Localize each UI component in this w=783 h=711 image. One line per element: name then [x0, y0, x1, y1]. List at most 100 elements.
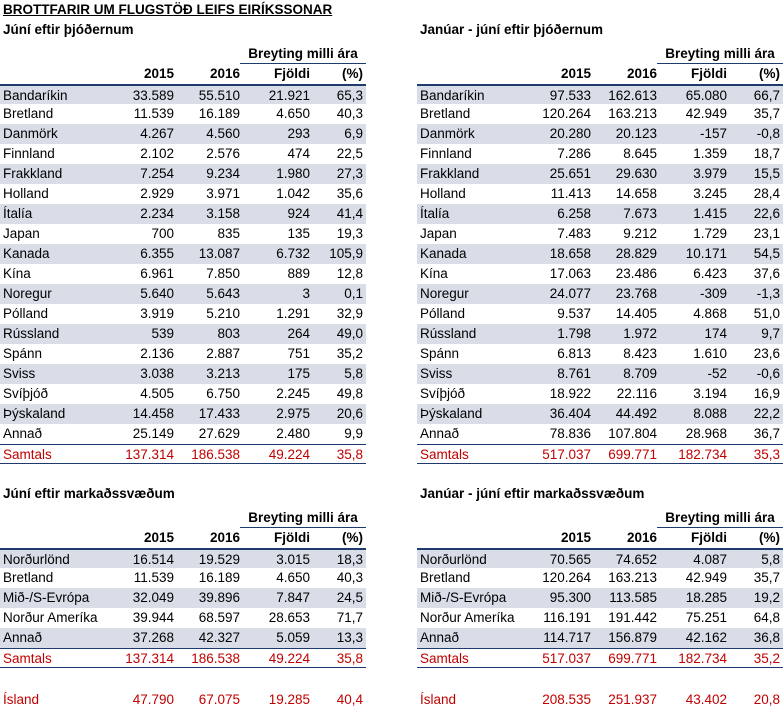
table-row: Bandaríkin 33.589 55.510 21.921 65,3 [0, 84, 366, 104]
row-label: Bretland [420, 570, 471, 585]
table-row: Þýskaland 36.404 44.492 8.088 22,2 [417, 404, 783, 424]
row-value: 1.798 [557, 326, 591, 341]
table-row: Annað 78.836 107.804 28.968 36,7 [417, 424, 783, 444]
row-label: Frakkland [420, 166, 480, 181]
row-value: 28.829 [615, 246, 657, 261]
row-value: 116.191 [543, 610, 591, 625]
row-value: 35,7 [753, 570, 780, 585]
row-label: Pólland [3, 306, 49, 321]
row-value: 9.234 [206, 166, 240, 181]
table-row: Noregur 24.077 23.768 -309 -1,3 [417, 284, 783, 304]
row-value: 700 [151, 226, 174, 241]
row-value: 5.640 [140, 286, 174, 301]
row-value: 2.480 [276, 426, 310, 441]
column-header: Fjöldi [691, 66, 727, 81]
row-value: 9,7 [761, 326, 780, 341]
row-value: 36,7 [753, 426, 780, 441]
table-row: Noregur 5.640 5.643 3 0,1 [0, 284, 366, 304]
row-value: 2.234 [140, 206, 174, 221]
row-value: 18.285 [685, 590, 727, 605]
row-label: Annað [420, 630, 460, 645]
row-value: 68.597 [198, 610, 240, 625]
row-value: 35,8 [336, 651, 363, 666]
row-label: Finnland [3, 146, 55, 161]
column-header-change: Breyting milli ára [240, 508, 366, 528]
row-value: 40,3 [336, 570, 363, 585]
row-value: 186.538 [191, 651, 240, 666]
column-header: 2015 [560, 530, 591, 545]
row-value: 107.804 [608, 426, 657, 441]
row-value: 17.433 [198, 406, 240, 421]
row-value: 2.975 [276, 406, 310, 421]
row-value: 6.961 [140, 266, 174, 281]
row-value: 78.836 [549, 426, 591, 441]
row-value: 37.268 [132, 630, 174, 645]
row-value: 517.037 [542, 651, 591, 666]
row-value: 10.171 [685, 246, 727, 261]
row-value: 6.355 [140, 246, 174, 261]
table-row: Holland 11.413 14.658 3.245 28,4 [417, 184, 783, 204]
table-row: Svíþjóð 4.505 6.750 2.245 49,8 [0, 384, 366, 404]
column-header-change: Breyting milli ára [657, 508, 783, 528]
row-value: -1,3 [756, 286, 780, 301]
table-row: Frakkland 7.254 9.234 1.980 27,3 [0, 164, 366, 184]
row-value: 517.037 [542, 447, 591, 462]
row-label: Spánn [3, 346, 43, 361]
row-value: 14.658 [615, 186, 657, 201]
row-label: Ísland [420, 692, 457, 707]
spacer [0, 668, 366, 690]
row-value: 6.258 [557, 206, 591, 221]
row-value: 105,9 [329, 246, 363, 261]
row-value: 3.979 [693, 166, 727, 181]
table-row: Frakkland 25.651 29.630 3.979 15,5 [417, 164, 783, 184]
row-value: 21.921 [268, 88, 310, 103]
row-value: 39.944 [132, 610, 174, 625]
row-value: 7.673 [623, 206, 657, 221]
row-value: 44.492 [615, 406, 657, 421]
row-value: 5,8 [761, 552, 780, 567]
column-header: Fjöldi [691, 530, 727, 545]
row-value: 1.610 [693, 346, 727, 361]
row-value: 23,6 [753, 346, 780, 361]
header-change-row: Breyting milli ára [0, 44, 366, 64]
column-header: 2016 [626, 530, 657, 545]
row-value: 135 [287, 226, 310, 241]
row-value: 3.194 [693, 386, 727, 401]
row-label: Pólland [420, 306, 466, 321]
row-label: Samtals [420, 651, 469, 666]
table-row: Finnland 7.286 8.645 1.359 18,7 [417, 144, 783, 164]
row-value: 66,7 [753, 88, 780, 103]
row-value: 699.771 [608, 651, 657, 666]
table-row: Ítalía 2.234 3.158 924 41,4 [0, 204, 366, 224]
row-value: 191.442 [608, 610, 657, 625]
table-row: Mið-/S-Evrópa 32.049 39.896 7.847 24,5 [0, 588, 366, 608]
row-value: 175 [287, 366, 310, 381]
row-value: 18.922 [549, 386, 591, 401]
row-value: 20,8 [753, 692, 780, 707]
row-value: 54,5 [753, 246, 780, 261]
column-header-change: Breyting milli ára [657, 44, 783, 64]
row-value: 6.423 [693, 266, 727, 281]
column-header: (%) [342, 66, 363, 81]
row-label: Mið-/S-Evrópa [420, 590, 507, 605]
row-label: Spánn [420, 346, 460, 361]
table-row: Spánn 2.136 2.887 751 35,2 [0, 344, 366, 364]
row-value: 1.291 [276, 306, 310, 321]
header-row: 2015 2016 Fjöldi (%) [417, 64, 783, 84]
row-value: 156.879 [608, 630, 657, 645]
row-value: 2.245 [276, 386, 310, 401]
row-value: 163.213 [608, 570, 657, 585]
row-label: Kína [3, 266, 31, 281]
table-row: Rússland 1.798 1.972 174 9,7 [417, 324, 783, 344]
row-label: Þýskaland [3, 406, 66, 421]
row-value: 67.075 [198, 692, 240, 707]
column-header: Fjöldi [274, 66, 310, 81]
row-value: 19,2 [753, 590, 780, 605]
row-value: 13.087 [198, 246, 240, 261]
row-value: 3.919 [140, 306, 174, 321]
row-value: 22,6 [753, 206, 780, 221]
row-value: 8.645 [623, 146, 657, 161]
row-value: 19.529 [198, 552, 240, 567]
table-row: Annað 37.268 42.327 5.059 13,3 [0, 628, 366, 648]
row-value: 208.535 [542, 692, 591, 707]
